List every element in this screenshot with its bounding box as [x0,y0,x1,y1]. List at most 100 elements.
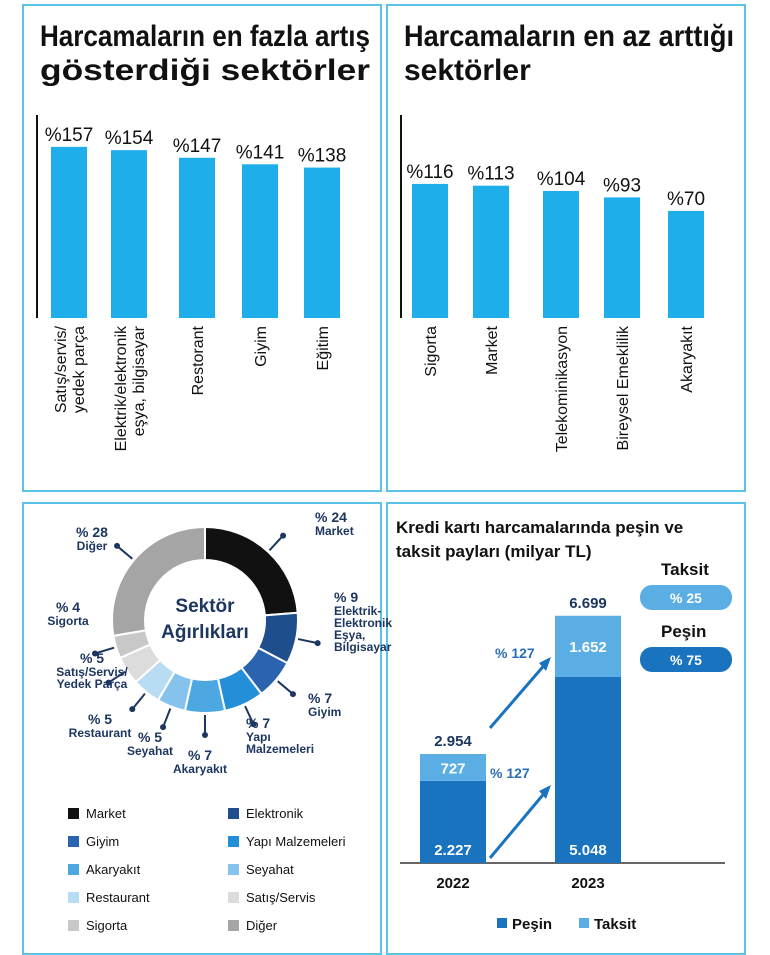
total-label: 2.954 [434,733,472,750]
bar-value-label: %141 [236,142,285,163]
share-badge-value: % 75 [670,652,702,668]
pesin-value-label: 5.048 [569,842,607,859]
chart-title: gösterdiği sektörler [40,54,370,87]
slice-value-label: % 5 [138,729,162,745]
bar [242,164,278,318]
chart-title: sektörler [404,54,531,87]
arrow-icon [107,670,126,684]
chart-title: Harcamaların en az arttığı [404,20,734,53]
legend-swatch [228,864,239,875]
legend-label: Akaryakıt [86,862,141,877]
category-label: Market [484,325,501,374]
bar-value-label: %116 [406,162,453,183]
slice-value-label: % 7 [188,747,212,763]
legend-label: Giyim [86,834,119,849]
arrow-icon [162,708,172,728]
growth-label: % 127 [490,765,530,781]
arrow-head-icon [289,691,296,698]
legend-swatch [68,920,79,931]
category-label: Elektrik/elektronik [113,325,130,451]
legend-swatch [68,864,79,875]
slice-value-label: % 9 [334,589,358,605]
year-label: 2023 [571,875,604,892]
slice-label: Akaryakıt [173,762,227,776]
bar [412,183,448,318]
donut-center-label: Sektör [175,596,235,617]
arrow-head-icon [91,650,98,657]
bar-value-label: %154 [105,128,154,149]
legend-label: Peşin [512,916,552,933]
bar [668,210,704,318]
category-label: Giyim [253,326,270,367]
slice-label: Malzemeleri [246,742,314,756]
arrow-head-icon [105,679,112,686]
slice-label: Yedek Parça [57,677,128,691]
legend-label: Taksit [594,916,636,933]
bar-value-label: %113 [467,164,514,185]
slice-value-label: % 5 [80,650,104,666]
slice-label: Eşya, [334,628,365,642]
arrow-head-icon [314,640,321,647]
legend-label: Sigorta [86,918,128,933]
bar-value-label: %147 [173,136,222,157]
category-label: Sigorta [423,326,440,377]
arrow-head-icon [202,732,208,738]
panel-sector-weights [22,502,382,955]
category-label: Eğitim [315,326,332,370]
slice-label: Restaurant [69,726,132,740]
panel-credit-card-share [386,502,746,955]
category-label: eşya, bilgisayar [131,325,148,436]
year-label: 2022 [436,875,469,892]
slice-value-label: % 7 [308,690,332,706]
chart-title: taksit payları (milyar TL) [396,542,592,561]
arrow-icon [277,680,294,695]
slice-value-label: % 24 [315,509,347,525]
arrow-head-icon [539,785,551,799]
legend-swatch [497,918,507,928]
legend-label: Elektronik [246,806,304,821]
slice-value-label: % 28 [76,524,108,540]
bar [179,157,215,318]
donut-slice [111,525,206,637]
slice-value-label: % 4 [56,599,80,615]
bar [304,167,340,318]
bar-value-label: %138 [298,146,347,167]
panel-least-increase [386,4,746,492]
slice-label: Seyahat [127,744,173,758]
bar-value-label: %93 [603,175,641,196]
legend-label: Restaurant [86,890,150,905]
slice-label: Market [315,524,354,538]
bar-taksit [555,615,621,677]
bar-pesin [420,780,486,863]
slice-label: Sigorta [47,614,89,628]
growth-arrow-icon [488,661,549,729]
bar-taksit [420,753,486,781]
bar-pesin [555,676,621,863]
category-label: Restorant [190,325,207,395]
slice-label: Diğer [77,539,108,553]
bar [111,150,147,318]
growth-arrow-icon [488,789,549,859]
arrow-icon [297,638,318,645]
arrow-icon [131,692,146,710]
arrow-icon [94,646,115,655]
donut-center-label: Ağırlıkları [161,622,249,643]
legend-swatch [68,892,79,903]
slice-label: Bilgisayar [334,640,392,654]
legend-label: Market [86,806,126,821]
share-badge [640,585,732,610]
arrow-head-icon [129,706,136,713]
legend-swatch [68,808,79,819]
category-label: Telekominikasyon [554,326,571,452]
bar [604,197,640,318]
arrow-icon [116,545,133,560]
taksit-value-label: 727 [440,760,465,777]
bar [51,146,87,318]
slice-label: Yapı [246,730,271,744]
category-label: Bireysel Emeklilik [615,325,632,450]
bar [543,190,579,318]
arrow-head-icon [114,542,121,549]
arrow-icon [244,705,255,725]
legend-swatch [579,918,589,928]
chart-title: Harcamaların en fazla artış [40,20,370,53]
